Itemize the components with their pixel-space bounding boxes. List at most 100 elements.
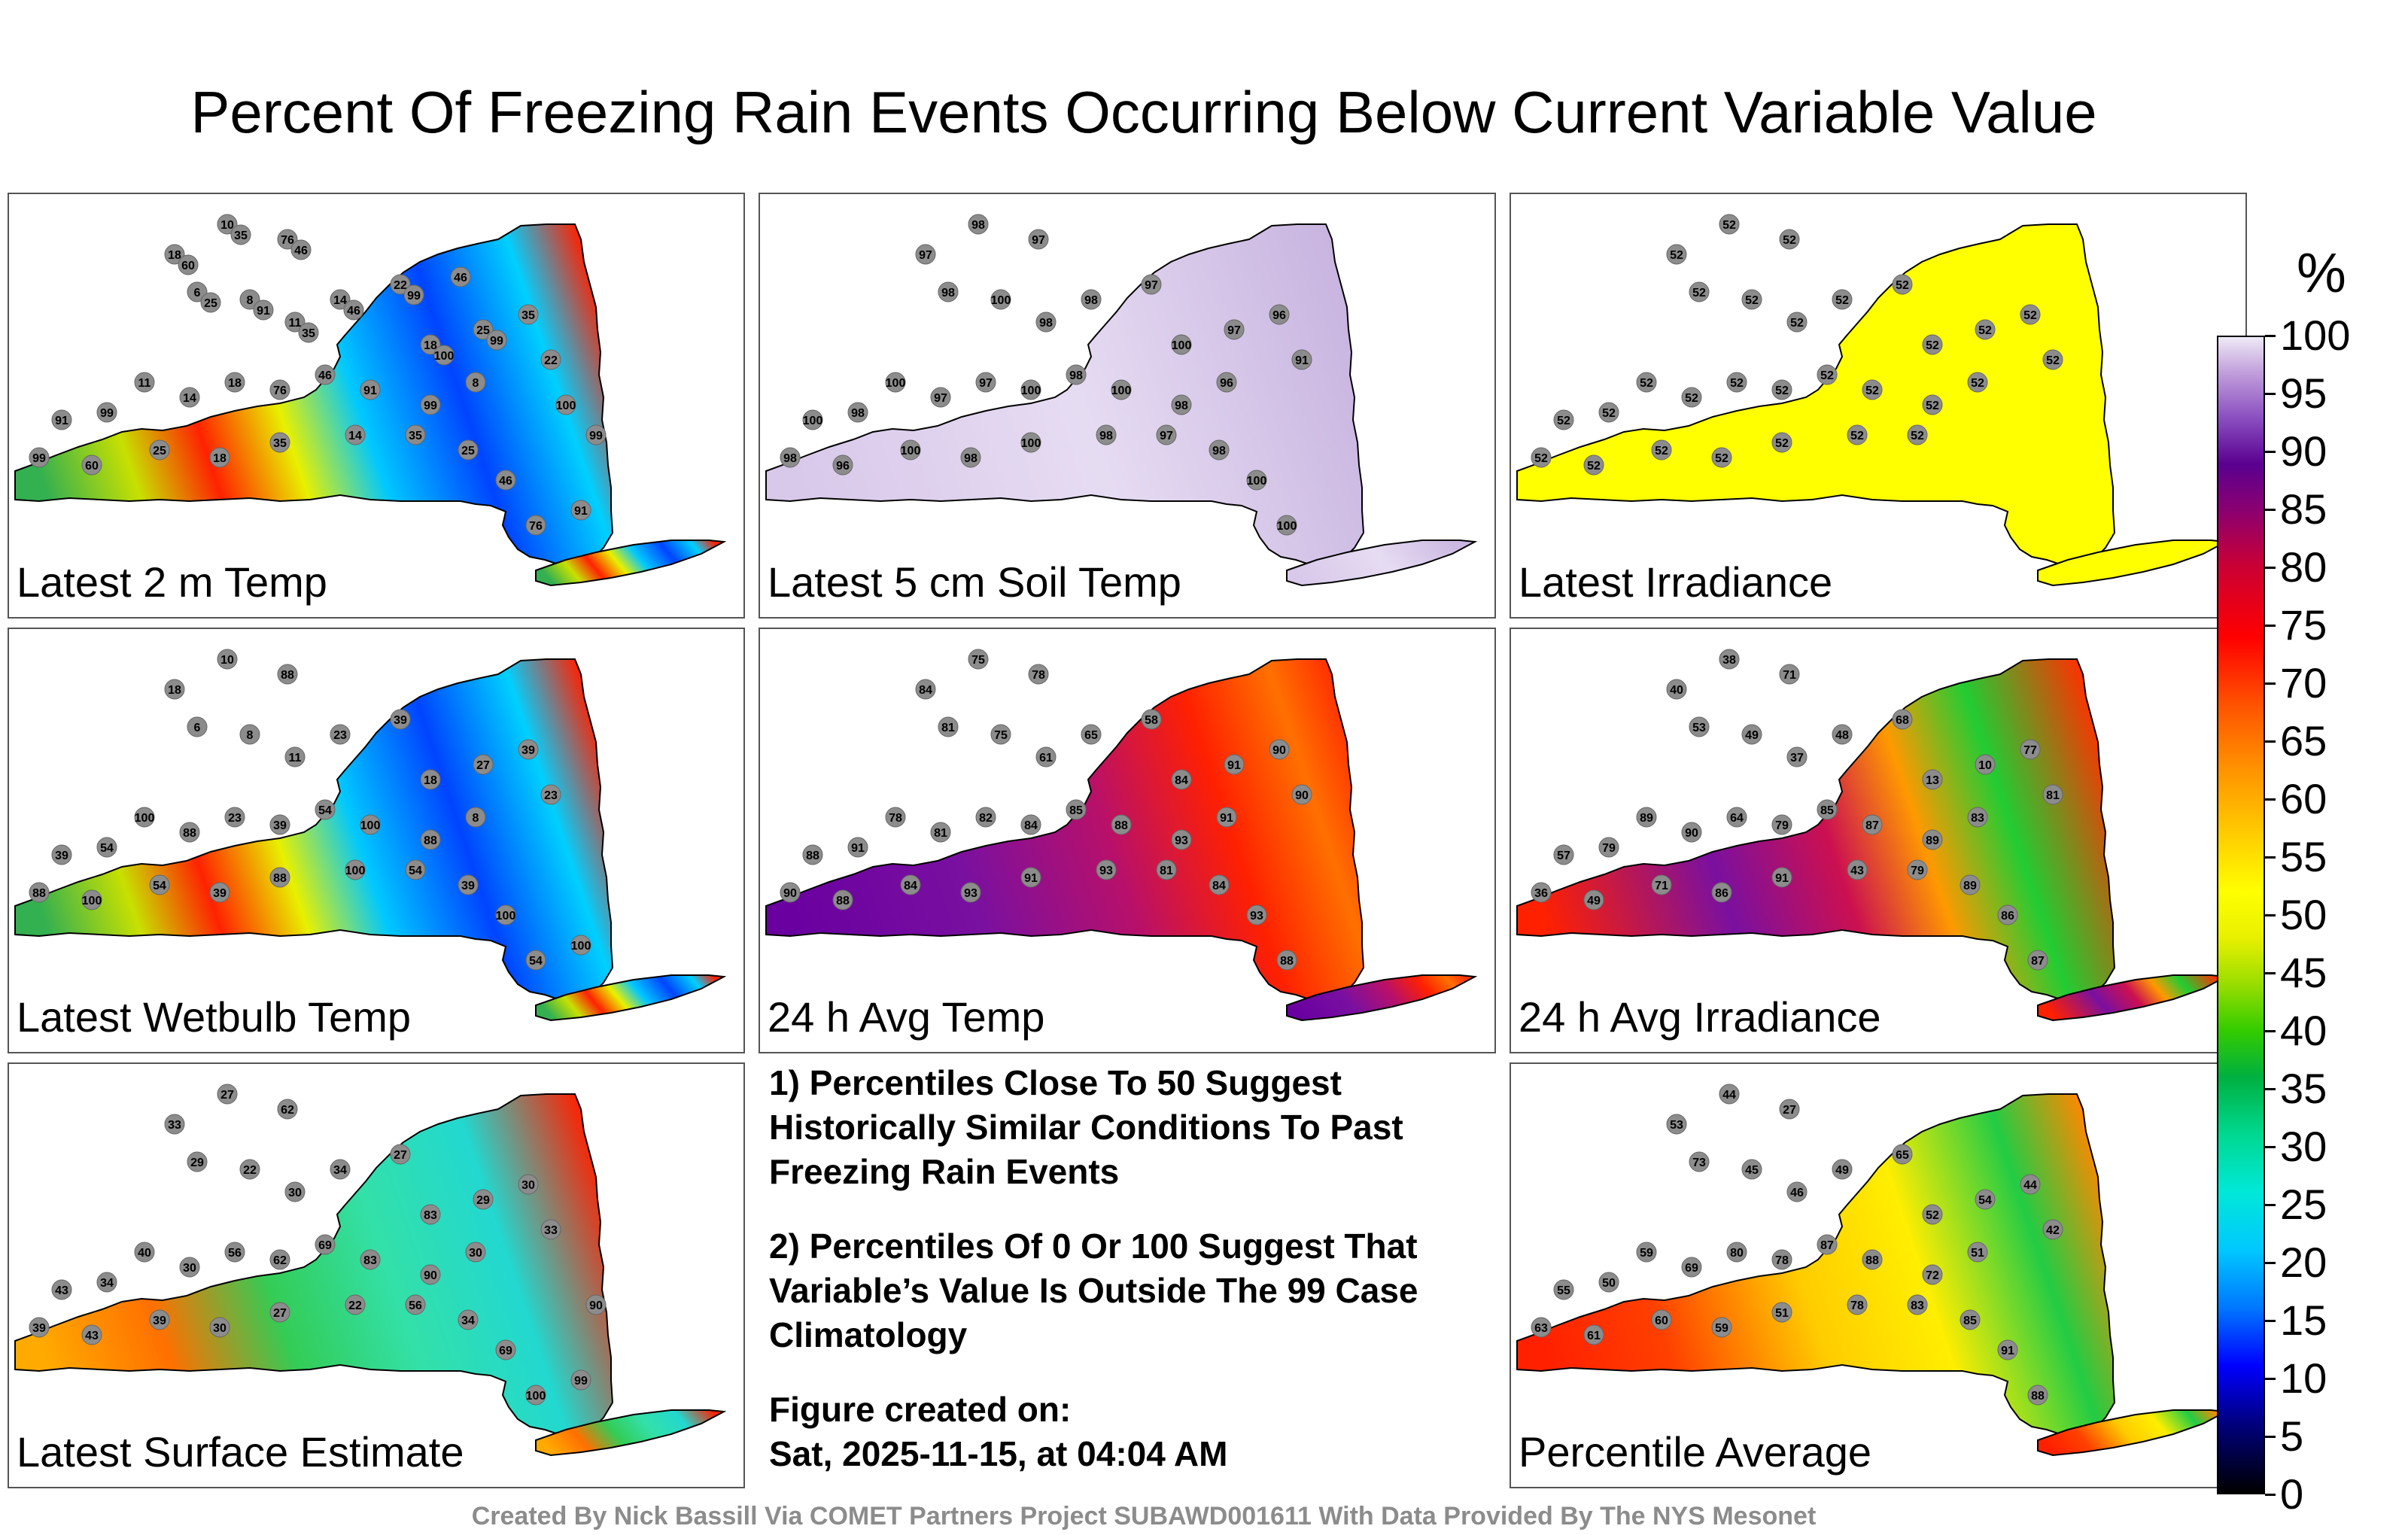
station-value: 18 [213, 452, 227, 465]
station-value: 25 [153, 445, 166, 457]
long-island-shape [535, 540, 727, 587]
station-value: 56 [228, 1247, 242, 1260]
colorbar-tick-mark [2265, 972, 2276, 974]
station-marker [938, 716, 959, 737]
station-marker [1975, 319, 1996, 340]
station-marker [1583, 889, 1604, 910]
station-marker [1636, 1242, 1657, 1263]
station-value: 33 [544, 1224, 558, 1237]
station-marker [458, 874, 479, 895]
station-value: 87 [1820, 1239, 1834, 1252]
station-value: 97 [934, 392, 947, 405]
station-value: 34 [333, 1164, 347, 1177]
station-value: 83 [363, 1254, 377, 1267]
station-value: 100 [1021, 385, 1041, 397]
station-marker [134, 372, 155, 393]
station-value: 83 [424, 1209, 437, 1222]
station-marker [284, 1181, 306, 1202]
station-value: 97 [1227, 324, 1241, 337]
station-marker [1035, 746, 1057, 768]
station-value: 52 [1722, 219, 1736, 232]
station-value: 90 [783, 887, 797, 900]
station-marker [1171, 394, 1192, 415]
colorbar-tick-label: 75 [2280, 601, 2327, 649]
station-marker [1020, 432, 1041, 453]
station-value: 91 [574, 505, 588, 518]
station-value: 30 [288, 1187, 302, 1199]
station-value: 25 [476, 324, 490, 337]
station-marker [1771, 379, 1792, 400]
station-marker [780, 447, 801, 468]
station-value: 100 [135, 812, 155, 825]
station-marker [1651, 439, 1672, 460]
station-value: 98 [1099, 430, 1113, 442]
station-marker [1862, 379, 1883, 400]
station-marker [81, 454, 102, 476]
station-value: 98 [941, 287, 955, 299]
station-value: 76 [273, 385, 287, 397]
station-value: 23 [333, 729, 347, 742]
station-value: 62 [281, 1104, 294, 1117]
station-marker [1817, 799, 1838, 820]
panel-label: Latest Wetbulb Temp [17, 993, 412, 1041]
colorbar [2217, 336, 2265, 1494]
long-island-shape [535, 1409, 727, 1457]
map-latest-5cm-soil-temp: 98 97 97 98 100 98 98 97 100 97 96 91 96 98 100 98 100 97… [765, 214, 1478, 587]
colorbar-tick-label: 80 [2280, 543, 2327, 591]
station-marker [968, 649, 989, 670]
station-value: 40 [1670, 684, 1683, 697]
panel-label: Latest Surface Estimate [17, 1428, 464, 1476]
station-marker [1291, 349, 1312, 370]
station-value: 52 [1896, 279, 1909, 292]
station-value: 39 [213, 887, 227, 900]
station-value: 68 [1896, 714, 1909, 727]
station-value: 52 [1670, 249, 1683, 262]
station-marker [975, 807, 996, 828]
station-marker [990, 724, 1011, 745]
new-york-state-shape [1516, 658, 2116, 1014]
station-marker [1636, 372, 1657, 393]
station-value: 51 [1971, 1247, 1984, 1260]
long-island-shape [2037, 974, 2229, 1022]
station-value: 100 [526, 1390, 546, 1403]
station-marker [1066, 799, 1087, 820]
station-marker [486, 330, 507, 351]
colorbar-tick-mark [2265, 625, 2276, 627]
station-marker [239, 1159, 260, 1180]
station-value: 86 [2001, 910, 2014, 923]
station-value: 11 [138, 377, 151, 390]
station-value: 52 [1978, 324, 1992, 337]
station-marker [1081, 289, 1102, 310]
station-marker [1817, 1234, 1838, 1255]
station-value: 100 [571, 940, 591, 953]
colorbar-tick-mark [2265, 509, 2276, 511]
station-marker [458, 439, 479, 460]
station-value: 97 [1145, 279, 1158, 292]
station-marker [187, 1151, 208, 1172]
station-marker [345, 1294, 366, 1315]
station-value: 52 [1835, 294, 1849, 307]
station-value: 84 [1212, 880, 1226, 892]
station-marker [1771, 1249, 1792, 1270]
new-york-state-shape [1516, 223, 2116, 579]
station-marker [1862, 814, 1883, 835]
station-value: 98 [971, 219, 985, 232]
station-marker [1269, 739, 1290, 760]
station-marker [360, 814, 381, 835]
station-value: 25 [461, 445, 475, 457]
new-york-state-shape [765, 223, 1365, 579]
station-value: 97 [1160, 430, 1173, 442]
station-value: 91 [363, 385, 377, 397]
station-value: 79 [1602, 842, 1616, 855]
panel-latest-5cm-soil-temp: 98 97 97 98 100 98 98 97 100 97 96 91 96 98 100 98 100 97… [759, 193, 1496, 619]
station-marker [81, 889, 102, 910]
station-value: 49 [1835, 1164, 1849, 1177]
station-value: 13 [1926, 774, 1939, 787]
colorbar-tick-label: 20 [2280, 1239, 2327, 1286]
station-marker [360, 1249, 381, 1270]
station-value: 90 [1272, 744, 1286, 757]
station-marker [2042, 784, 2063, 805]
station-marker [1726, 372, 1747, 393]
station-marker [1922, 394, 1943, 415]
station-marker [1711, 447, 1732, 468]
